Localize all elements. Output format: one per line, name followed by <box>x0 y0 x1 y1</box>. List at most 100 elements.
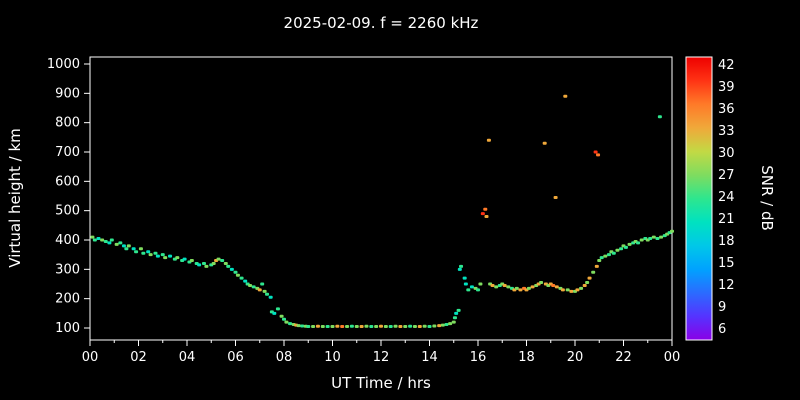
data-point <box>288 322 293 326</box>
colorbar-label: SNR / dB <box>758 165 776 231</box>
data-point <box>422 324 427 328</box>
data-point <box>320 325 325 329</box>
y-tick-label: 700 <box>55 145 80 160</box>
data-point <box>239 276 244 280</box>
data-point <box>393 324 398 328</box>
x-tick-label: 00 <box>664 350 681 365</box>
data-point <box>427 325 432 329</box>
data-point <box>606 253 611 257</box>
y-tick-label: 800 <box>55 116 80 131</box>
data-point <box>103 239 108 243</box>
data-point <box>124 247 129 251</box>
data-point <box>233 270 238 274</box>
data-point <box>462 276 467 280</box>
data-point <box>591 270 596 274</box>
data-point <box>262 289 267 293</box>
data-point <box>483 207 488 211</box>
data-point <box>243 279 248 283</box>
data-point <box>452 316 457 320</box>
x-tick-label: 08 <box>276 350 293 365</box>
data-point <box>306 325 311 329</box>
colorbar-tick-label: 6 <box>718 322 726 337</box>
x-tick-label: 18 <box>518 350 535 365</box>
colorbar-tick-label: 15 <box>718 256 735 271</box>
data-point <box>248 283 253 287</box>
data-point <box>211 261 216 265</box>
data-point <box>506 285 511 289</box>
data-point <box>657 115 662 119</box>
data-point <box>311 325 316 329</box>
colorbar-tick-labels: 6 9 12 15 18 21 24 27 30 33 36 39 42 <box>718 58 735 337</box>
data-point <box>335 324 340 328</box>
y-tick-label: 400 <box>55 233 80 248</box>
colorbar-tick-label: 9 <box>718 300 726 315</box>
colorbar-tick-label: 12 <box>718 278 735 293</box>
data-point <box>563 94 568 98</box>
data-point <box>615 248 620 252</box>
x-tick-label: 12 <box>373 350 390 365</box>
colorbar-tick-label: 27 <box>718 168 735 183</box>
data-point <box>100 238 105 242</box>
data-point <box>575 288 580 292</box>
x-tick-label: 00 <box>82 350 99 365</box>
data-point <box>456 308 461 312</box>
data-point <box>155 254 160 258</box>
data-point <box>582 283 587 287</box>
data-point <box>279 314 284 318</box>
data-point <box>565 288 570 292</box>
axis-ticks: 00 02 04 06 08 10 12 14 16 18 20 22 0010020030040050… <box>47 57 680 365</box>
data-point <box>451 320 456 324</box>
data-point <box>197 263 202 267</box>
data-point <box>226 264 231 268</box>
data-point <box>398 325 403 329</box>
colorbar-tick-label: 21 <box>718 212 735 227</box>
data-point <box>257 288 262 292</box>
data-point <box>107 241 112 245</box>
data-point <box>560 288 565 292</box>
data-point <box>440 323 445 327</box>
data-point <box>325 325 330 329</box>
data-point <box>454 311 459 315</box>
data-point <box>175 256 180 260</box>
data-point <box>282 317 286 321</box>
data-point <box>340 325 345 329</box>
data-point <box>96 237 101 241</box>
data-point <box>554 285 559 289</box>
data-point <box>182 257 187 261</box>
data-point <box>476 288 480 292</box>
data-point <box>90 235 95 239</box>
x-tick-label: 02 <box>130 350 147 365</box>
data-point <box>494 285 499 289</box>
data-point <box>490 283 495 287</box>
data-point <box>374 325 379 329</box>
data-point <box>201 261 206 265</box>
data-point <box>131 247 136 251</box>
data-point <box>539 281 544 285</box>
data-point <box>502 283 507 287</box>
data-point <box>530 285 535 289</box>
data-point <box>163 256 168 260</box>
data-point <box>354 325 359 329</box>
data-point <box>379 324 383 328</box>
data-point <box>596 153 601 157</box>
x-tick-label: 22 <box>615 350 632 365</box>
y-tick-label: 200 <box>55 292 80 307</box>
data-point <box>585 281 590 285</box>
data-point <box>223 261 228 265</box>
y-axis-label: Virtual height / km <box>6 128 24 267</box>
data-point <box>480 212 485 216</box>
data-point <box>204 264 209 268</box>
data-point <box>109 238 114 242</box>
data-point <box>141 251 146 255</box>
colorbar <box>685 56 713 341</box>
colorbar-tick-label: 33 <box>718 124 735 139</box>
data-point <box>126 244 131 248</box>
y-tick-label: 900 <box>55 86 80 101</box>
data-point <box>457 267 462 271</box>
data-point <box>437 324 442 328</box>
data-point <box>284 320 289 324</box>
data-point <box>146 250 151 254</box>
data-point <box>651 235 656 239</box>
x-tick-label: 14 <box>421 350 438 365</box>
